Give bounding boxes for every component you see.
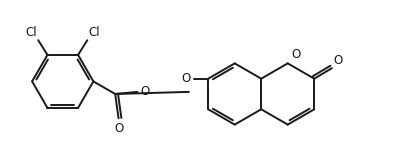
Text: O: O xyxy=(181,72,191,85)
Text: O: O xyxy=(334,54,343,67)
Text: O: O xyxy=(114,122,123,135)
Text: Cl: Cl xyxy=(25,26,37,38)
Text: Cl: Cl xyxy=(88,26,100,38)
Text: O: O xyxy=(291,48,300,61)
Text: O: O xyxy=(140,85,149,98)
